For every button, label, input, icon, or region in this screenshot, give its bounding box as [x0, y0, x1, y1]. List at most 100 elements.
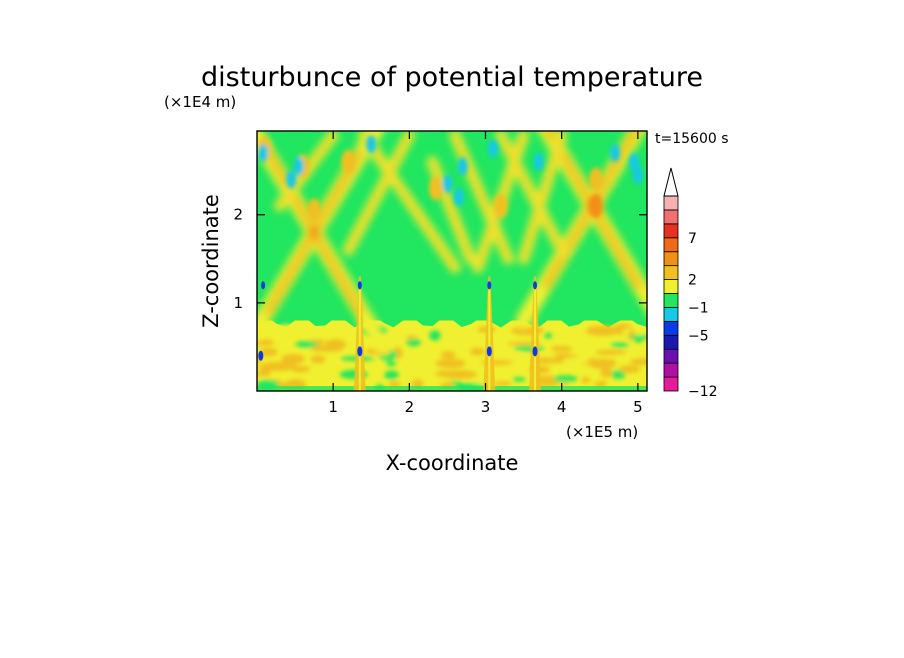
field-patch [441, 370, 478, 380]
colorbar-swatch [663, 334, 679, 350]
cold-spot [293, 157, 304, 176]
field-patch [618, 365, 641, 373]
field-patch [435, 358, 466, 369]
colorbar-swatch [663, 362, 679, 378]
x-tick-label: 5 [633, 398, 643, 416]
x-axis-label: X-coordinate [386, 451, 519, 475]
field-patch [585, 325, 621, 336]
field-patch [628, 334, 647, 339]
field-patch [629, 358, 647, 366]
jet-cold-spot [486, 346, 492, 357]
colorbar: −12−5−127 [663, 167, 718, 400]
colorbar-label: −12 [688, 384, 718, 400]
field-patch [513, 345, 545, 352]
warm-blob [341, 149, 356, 174]
warm-blob [588, 193, 603, 218]
field-patch [397, 329, 418, 337]
colorbar-swatch [663, 376, 679, 392]
jet-cold-spot [532, 346, 538, 357]
field-patch [291, 365, 311, 373]
field-patch [305, 329, 334, 336]
field-layer [257, 131, 647, 391]
field-patch [543, 332, 553, 339]
field-patch [610, 370, 626, 379]
colorbar-swatch [663, 237, 679, 253]
cold-spot [533, 152, 544, 171]
field-patch [610, 342, 629, 348]
field-patch [553, 375, 578, 383]
cold-spot [629, 152, 640, 171]
cold-spot [366, 135, 377, 154]
plume-ray [453, 133, 511, 261]
cold-spot [453, 188, 464, 207]
colorbar-label: 7 [688, 231, 697, 247]
cold-spot [632, 166, 643, 185]
colorbar-extend-arrow [663, 167, 679, 197]
field-patch [470, 347, 486, 356]
field-patch [279, 360, 288, 369]
plume-core [309, 225, 320, 240]
plume-ray [498, 133, 564, 252]
field-patch [406, 338, 421, 347]
plot-frame [256, 130, 648, 392]
field-patch [310, 355, 326, 364]
field-patch [257, 371, 271, 377]
field-patch [388, 380, 401, 388]
colorbar-swatch [663, 293, 679, 308]
cold-spot [610, 144, 621, 163]
x-axis: 1 2 3 4 5 [328, 131, 643, 416]
jet-cold-spot [487, 281, 492, 290]
cold-spot [488, 139, 499, 158]
colorbar-swatch [663, 251, 679, 267]
field-patch [281, 353, 306, 364]
cold-spot [457, 157, 468, 176]
jet-cold-spot [357, 281, 362, 290]
warm-blob [588, 167, 603, 192]
field-patch [594, 380, 608, 388]
colorbar-swatch [663, 195, 679, 211]
field-patch [562, 357, 590, 365]
field-patch [282, 326, 297, 333]
x-tick-label: 2 [405, 398, 415, 416]
colorbar-swatch [663, 265, 679, 280]
layer-boundary [257, 311, 647, 328]
y-tick-label: 1 [233, 294, 243, 312]
edge-cold-spot [261, 281, 266, 290]
plume-ray [521, 133, 564, 261]
colorbar-swatch [663, 307, 679, 322]
field-patch [595, 349, 627, 355]
field-patch [550, 345, 573, 352]
jet-cold-spot [357, 346, 363, 357]
y-unit-label: (×1E4 m) [164, 93, 236, 111]
plume-ray [346, 133, 412, 252]
warm-blob [493, 193, 508, 218]
field-patch [384, 370, 399, 380]
colorbar-swatch [663, 348, 679, 364]
x-tick-label: 4 [557, 398, 567, 416]
colorbar-swatch [663, 279, 679, 294]
field-patch [295, 341, 319, 348]
field-patch [405, 335, 418, 340]
field-patch [325, 339, 346, 350]
y-axis-label: Z-coordinate [199, 194, 223, 328]
field-patch [257, 339, 275, 346]
edge-cold-spot [258, 350, 264, 361]
colorbar-label: −5 [688, 328, 709, 344]
x-tick-label: 1 [328, 398, 338, 416]
colorbar-label: 2 [688, 273, 697, 289]
colorbar-swatch [663, 320, 679, 336]
colorbar-label: −1 [688, 300, 709, 316]
jet-cold-spot [533, 281, 538, 290]
plume-ray [361, 133, 458, 270]
colorbar-swatch [663, 223, 679, 239]
y-tick-label: 2 [233, 206, 243, 224]
warm-blob [429, 176, 444, 201]
field-patch [600, 368, 613, 378]
field-patch [581, 377, 591, 384]
upper-blobs [257, 135, 643, 223]
field-patch [440, 350, 456, 359]
colorbar-swatch [663, 209, 679, 225]
cold-spot [286, 170, 297, 189]
